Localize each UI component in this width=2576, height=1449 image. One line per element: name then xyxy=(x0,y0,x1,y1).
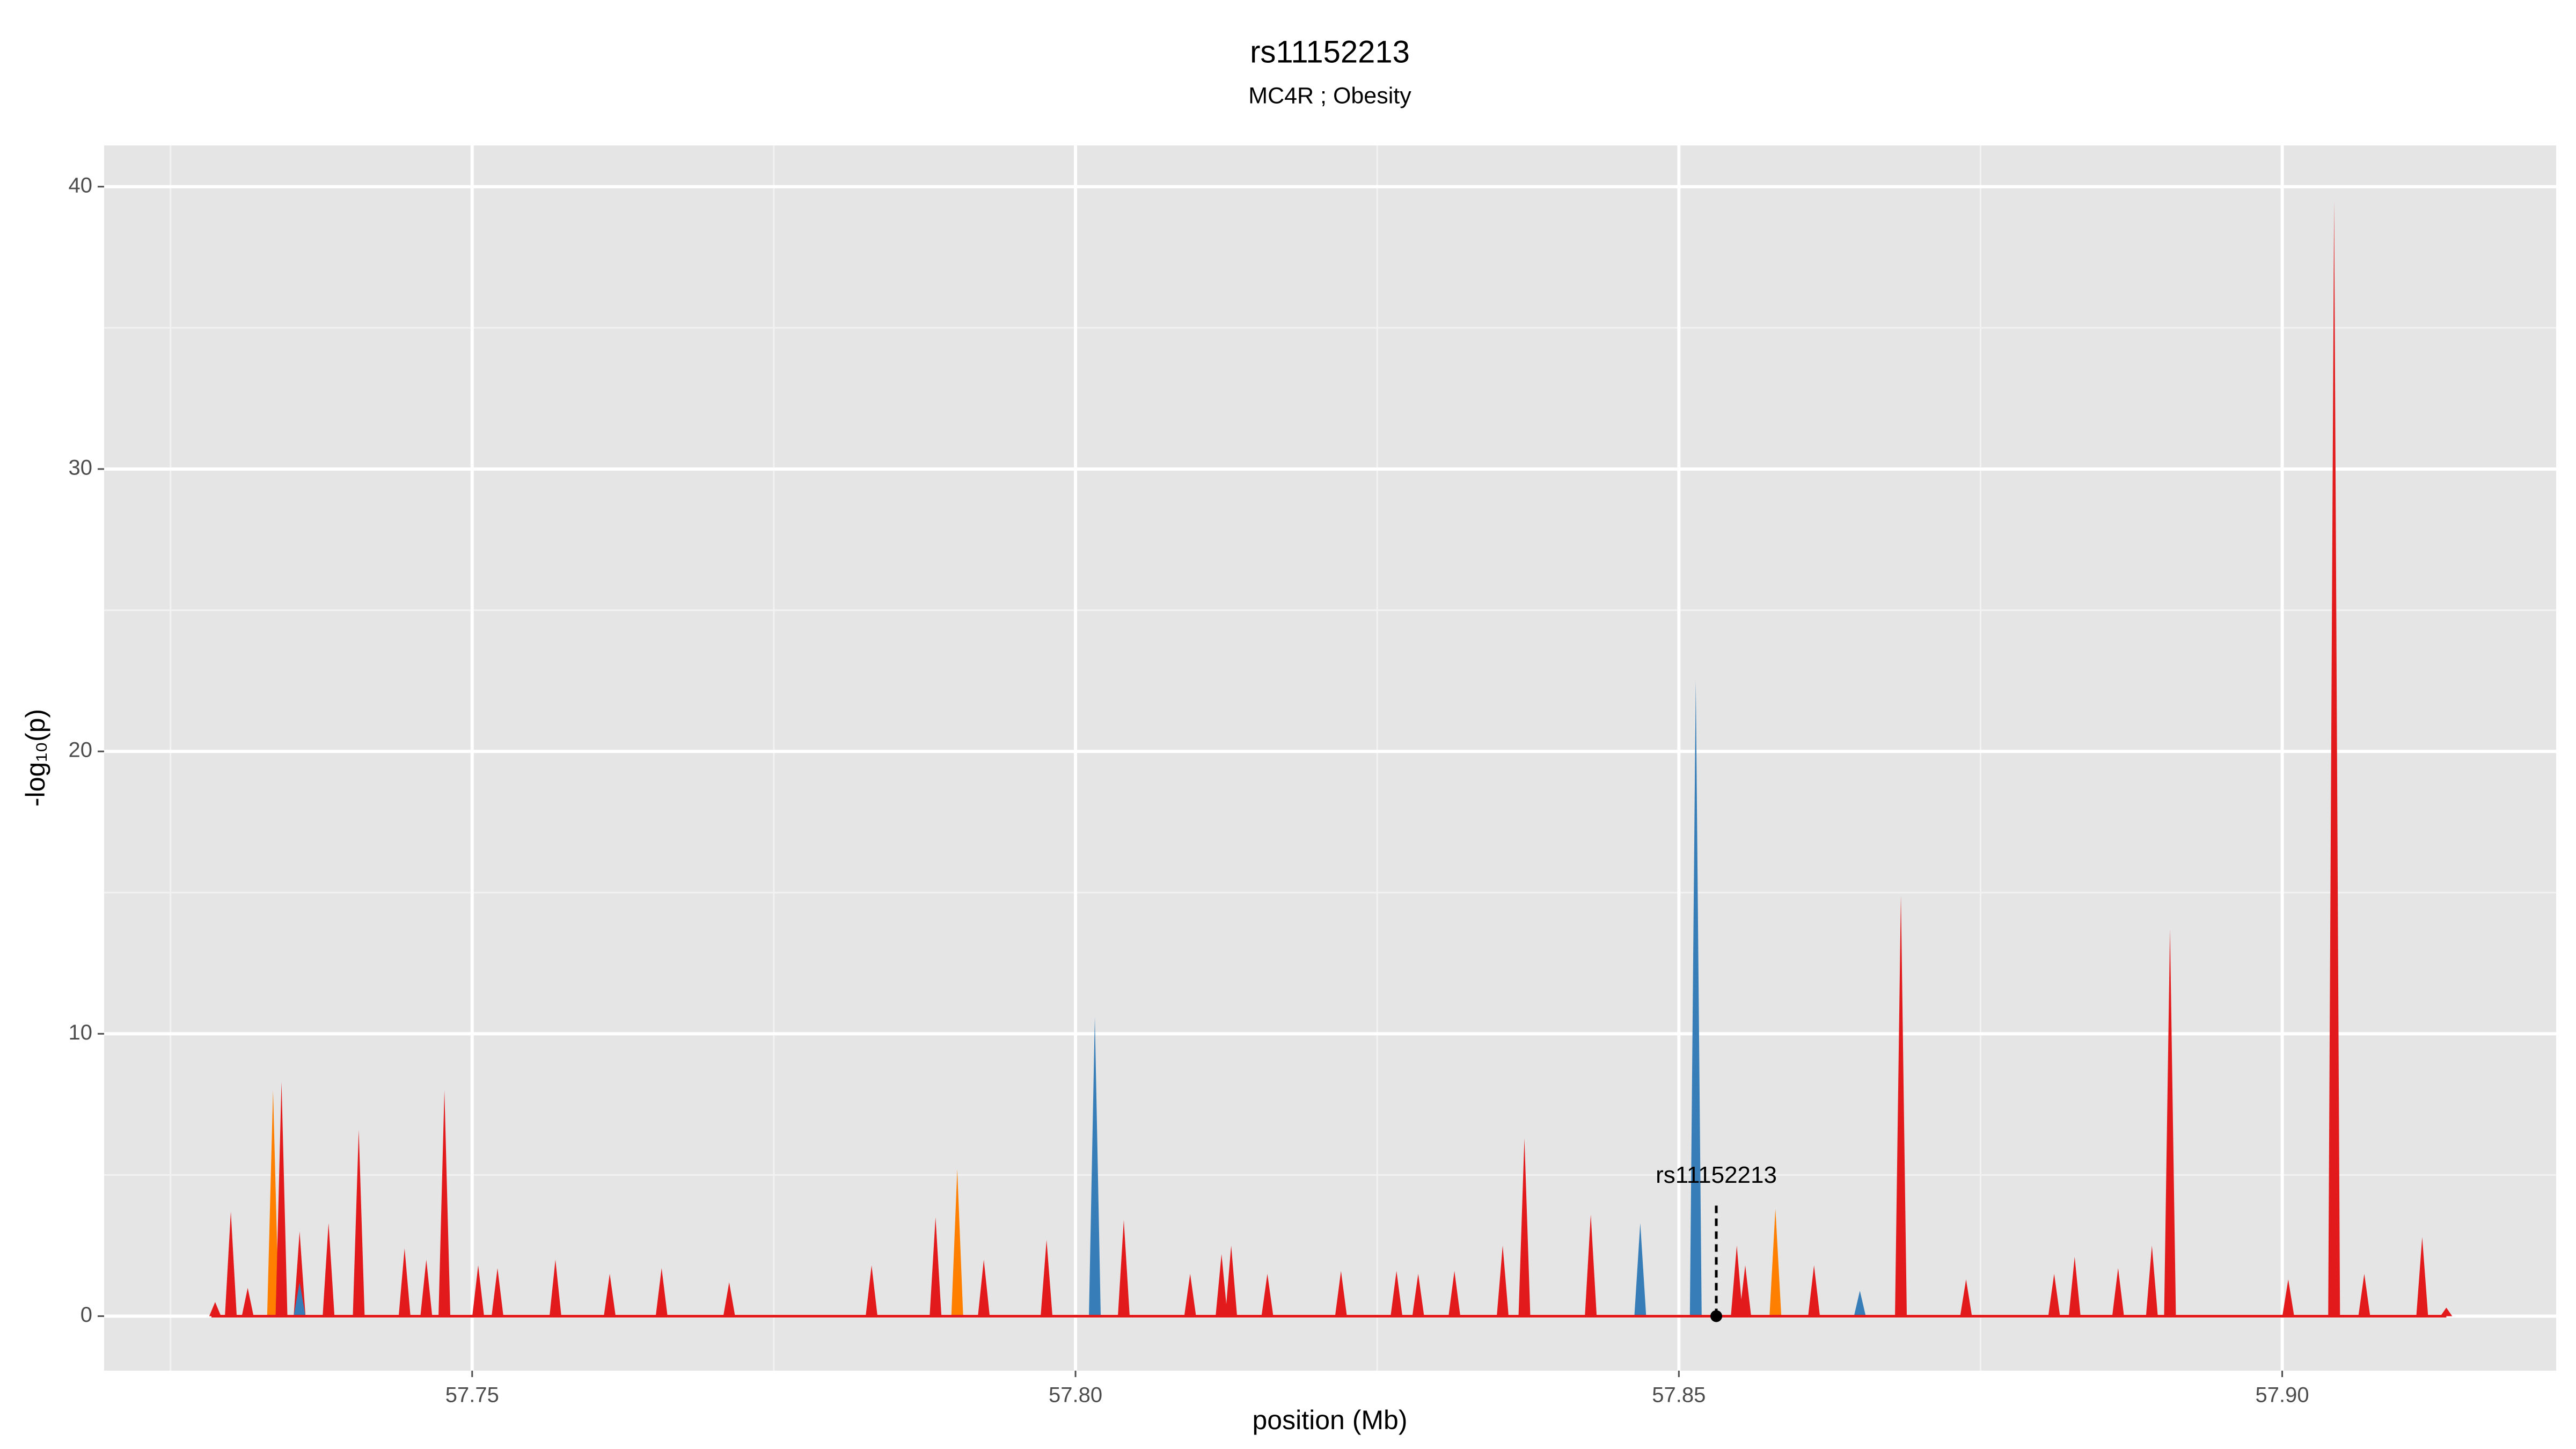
spike xyxy=(1808,1265,1820,1316)
spike xyxy=(323,1223,335,1316)
spike xyxy=(225,1211,237,1316)
spike xyxy=(398,1248,411,1316)
spike xyxy=(1895,895,1907,1316)
y-tick-label: 0 xyxy=(80,1303,92,1327)
spike xyxy=(438,1090,451,1316)
spike xyxy=(1497,1245,1509,1316)
spike xyxy=(866,1265,878,1316)
x-tick-label: 57.80 xyxy=(1049,1384,1102,1407)
spike xyxy=(2416,1237,2428,1316)
y-tick-label: 40 xyxy=(69,173,93,197)
spike xyxy=(723,1282,735,1316)
spike xyxy=(549,1260,561,1316)
spike xyxy=(2440,1307,2453,1316)
spike xyxy=(492,1268,504,1316)
spike xyxy=(1225,1245,1238,1316)
x-tick-label: 57.75 xyxy=(445,1384,499,1407)
y-axis-title: -log₁₀(p) xyxy=(20,709,50,807)
y-tick-label: 10 xyxy=(69,1021,93,1044)
spike xyxy=(1391,1271,1403,1316)
spike xyxy=(1689,680,1702,1316)
spike xyxy=(1184,1274,1196,1316)
spike xyxy=(275,1081,288,1316)
chart-subtitle: MC4R ; Obesity xyxy=(1248,83,1411,108)
panel xyxy=(104,145,2556,1371)
spike xyxy=(978,1260,990,1316)
spike xyxy=(1118,1220,1130,1316)
chart-title: rs11152213 xyxy=(1250,34,1410,69)
spike xyxy=(1089,1016,1101,1316)
spike xyxy=(930,1217,942,1316)
spike xyxy=(2068,1256,2081,1316)
spike xyxy=(2358,1274,2370,1316)
spike xyxy=(1634,1223,1646,1316)
spike xyxy=(420,1260,433,1316)
spike xyxy=(472,1265,485,1316)
spike xyxy=(1335,1271,1347,1316)
spike xyxy=(1261,1274,1274,1316)
spike xyxy=(241,1287,254,1316)
grid xyxy=(98,145,2556,1377)
spike xyxy=(1518,1138,1531,1316)
spike xyxy=(1769,1209,1782,1316)
spike xyxy=(655,1268,668,1316)
spike xyxy=(1854,1291,1866,1316)
spike xyxy=(1216,1254,1228,1316)
annotation-label: rs11152213 xyxy=(1656,1162,1777,1188)
spike xyxy=(1448,1271,1461,1316)
y-tick-label: 20 xyxy=(69,738,93,762)
spike xyxy=(294,1282,306,1316)
spike xyxy=(1739,1265,1751,1316)
spike xyxy=(1731,1245,1743,1316)
spike xyxy=(2328,201,2340,1316)
y-tick-label: 30 xyxy=(69,456,93,480)
x-tick-label: 57.85 xyxy=(1652,1384,1706,1407)
marks xyxy=(209,201,2453,1322)
annotation-point xyxy=(1710,1310,1723,1322)
spike xyxy=(2048,1274,2060,1316)
spike xyxy=(1412,1274,1424,1316)
spike xyxy=(2146,1245,2158,1316)
x-tick-label: 57.90 xyxy=(2256,1384,2309,1407)
spike xyxy=(2282,1279,2294,1316)
spike xyxy=(1041,1240,1053,1316)
spike xyxy=(353,1130,365,1316)
spike xyxy=(951,1169,963,1316)
x-axis-title: position (Mb) xyxy=(1253,1405,1408,1435)
spike xyxy=(1585,1214,1597,1316)
spike xyxy=(1960,1279,1972,1316)
spike xyxy=(209,1302,221,1316)
spike xyxy=(294,1231,306,1316)
spike xyxy=(2164,929,2176,1316)
spike xyxy=(604,1274,616,1316)
spike xyxy=(2112,1268,2124,1316)
spike xyxy=(267,1090,279,1316)
